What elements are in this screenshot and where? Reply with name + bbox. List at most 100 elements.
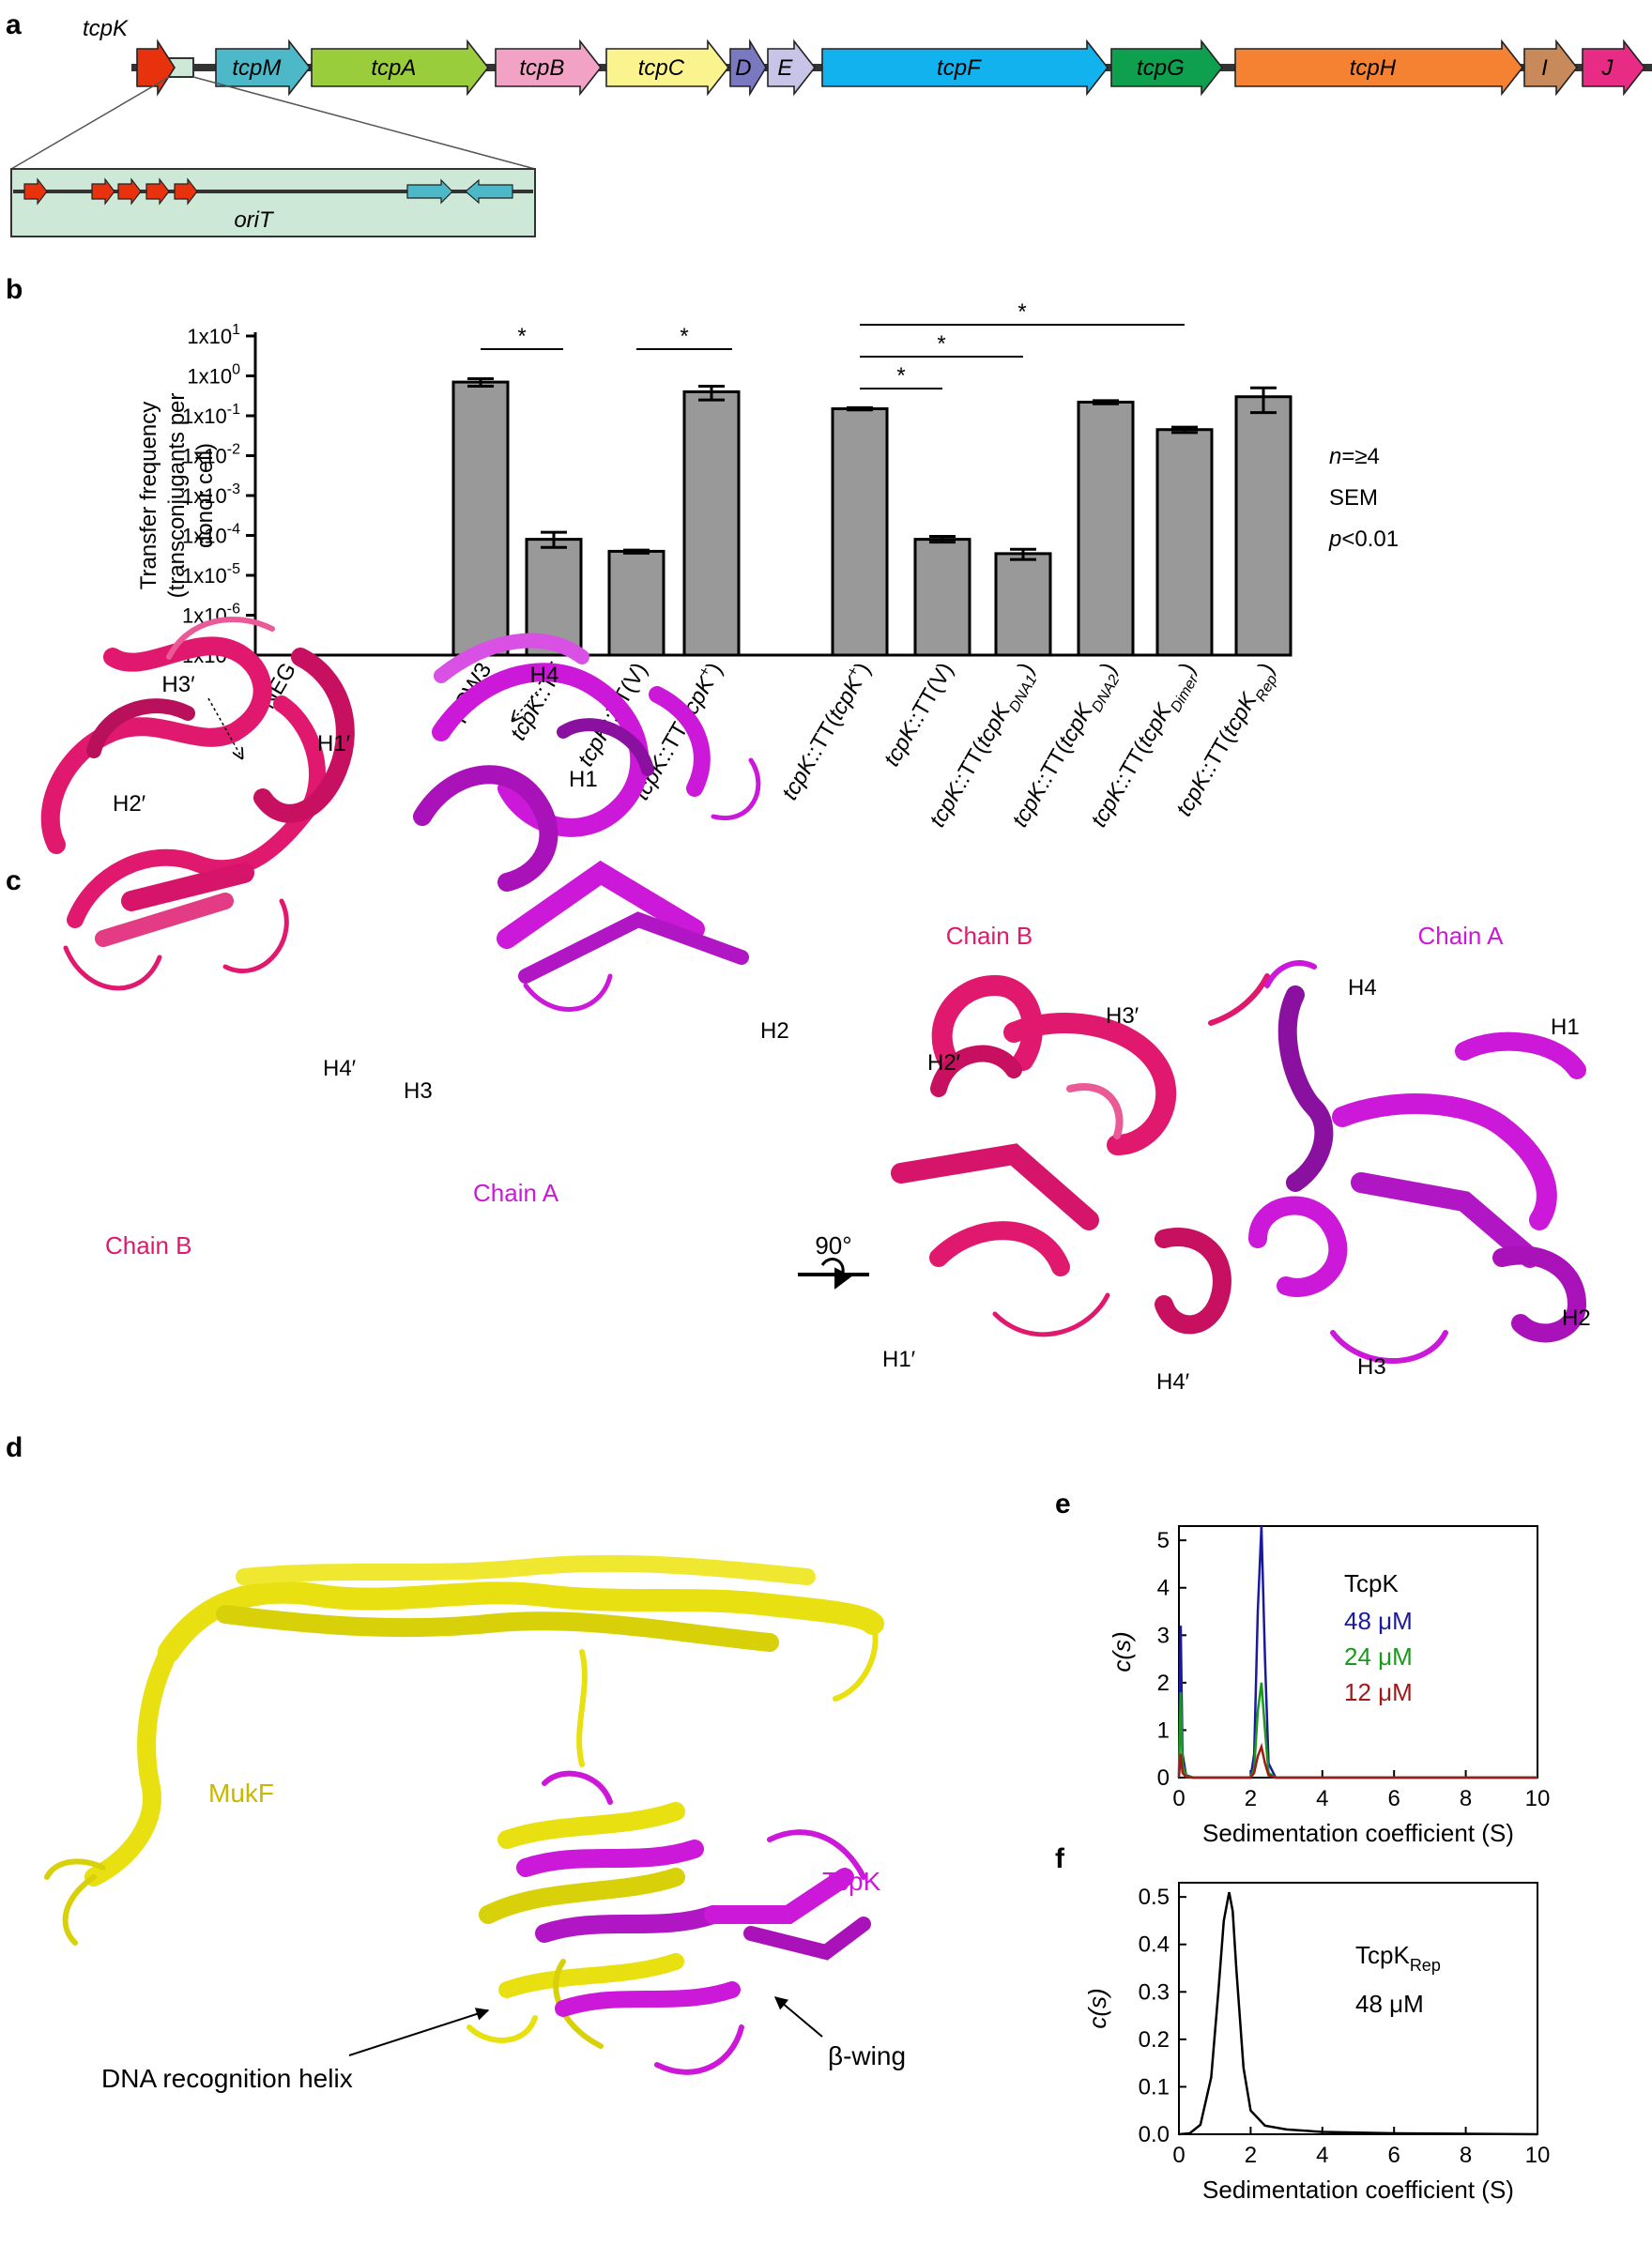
xtick-label: 8: [1460, 2143, 1472, 2168]
legend-title: TcpKRep: [1355, 1941, 1441, 1975]
b-bar: [1234, 395, 1293, 657]
gene-arrow-tcpb: [495, 38, 603, 97]
gene-arrow-i: [1523, 38, 1579, 97]
b-bar: [451, 380, 510, 657]
label-h2prime-left: H2′: [113, 791, 146, 817]
xtick-label: 6: [1388, 2143, 1400, 2168]
sedimentation-chart-tcpk: 0 2 4 6 8 10 0 1 2 3 4 5 Sedimentation coefficient (…: [1108, 1525, 1550, 1847]
legend-entry: 24 μM: [1344, 1642, 1413, 1671]
legend-entry: 48 μM: [1344, 1607, 1413, 1635]
arrow-dna-helix: [348, 2008, 490, 2056]
b-ytick-label: 1x10-3: [182, 481, 240, 508]
b-sig-star: *: [517, 324, 526, 349]
label-chain-b-left: Chain B: [105, 1231, 192, 1260]
legend-title: TcpK: [1344, 1569, 1399, 1597]
panel-label-e: e: [1055, 1489, 1071, 1520]
xaxis-label: Sedimentation coefficient (S): [1202, 2176, 1514, 2204]
b-ylabel: Transfer frequency: [136, 402, 161, 590]
orit-inset: [10, 168, 536, 237]
tcpk-ribbon: [516, 1770, 871, 2075]
b-bar: [682, 389, 741, 657]
label-h1-left: H1: [569, 767, 598, 792]
arrow-h4: [512, 691, 538, 721]
b-ytick-label: 1x10-5: [182, 561, 240, 588]
gene-arrow-tcpg: [1110, 38, 1224, 97]
xtick-label: 10: [1525, 2143, 1551, 2168]
b-ytick-label: 1x101: [187, 322, 240, 348]
label-dna-recognition-helix: DNA recognition helix: [101, 2064, 353, 2093]
xaxis-label: Sedimentation coefficient (S): [1202, 1819, 1514, 1847]
gene-arrow-tcpc: [605, 38, 730, 97]
label-h1prime-left: H1′: [317, 731, 351, 756]
ytick-label: 4: [1157, 1576, 1170, 1601]
b-xtick-label: tcpK::TT(V): [879, 659, 958, 771]
gene-label-tcpk: tcpK: [83, 16, 129, 41]
b-annotation: n=≥4: [1329, 444, 1380, 469]
chain-a-ribbon-right: [1248, 960, 1587, 1364]
ytick-label: 0.3: [1139, 1979, 1170, 2005]
b-sig-star: *: [680, 324, 688, 349]
xtick-label: 2: [1245, 1786, 1257, 1811]
gene-label-tcpb: tcpB: [519, 55, 564, 81]
gene-label-tcpc: tcpC: [638, 55, 685, 81]
label-h4-left: H4: [530, 663, 559, 688]
arrow-beta-wing: [773, 1996, 823, 2038]
panel-label-c: c: [6, 865, 22, 896]
xtick-label: 4: [1316, 2143, 1328, 2168]
label-chain-a-right: Chain A: [1417, 922, 1504, 950]
b-xtick-label: tcpK::TT(tcpK+): [775, 658, 876, 805]
xtick-label: 8: [1460, 1786, 1472, 1811]
xtick-label: 2: [1245, 2143, 1257, 2168]
label-h2-right: H2: [1562, 1306, 1591, 1331]
b-ytick-label: 1x10-1: [182, 402, 240, 428]
ytick-label: 2: [1157, 1671, 1170, 1696]
b-annotation: SEM: [1329, 485, 1378, 511]
arrow-h3prime: [207, 697, 242, 758]
ytick-label: 0.4: [1139, 1932, 1170, 1958]
b-sig-star: *: [937, 331, 945, 357]
gene-label-tcph: tcpH: [1350, 55, 1397, 81]
gene-label-e: E: [777, 55, 793, 81]
orit-label: oriT: [234, 207, 275, 233]
b-bar: [1077, 400, 1135, 657]
b-ytick-label: 1x10-2: [182, 442, 240, 468]
gene-arrow-tcpf: [821, 38, 1109, 97]
label-h2prime-right: H2′: [927, 1050, 961, 1076]
zoom-line-left: [10, 76, 170, 170]
xtick-label: 0: [1172, 2143, 1185, 2168]
label-h3prime-left: H3′: [161, 672, 195, 697]
ytick-label: 0.2: [1139, 2027, 1170, 2053]
gene-label-j: J: [1600, 55, 1614, 81]
label-h1prime-right: H1′: [882, 1347, 916, 1372]
gene-label-tcpm: tcpM: [232, 55, 281, 81]
ytick-label: 0.1: [1139, 2074, 1170, 2100]
label-h1-right: H1: [1551, 1015, 1580, 1040]
rotation-arrow-icon: [820, 1258, 852, 1290]
b-sig-star: *: [1017, 299, 1026, 325]
xtick-label: 0: [1172, 1786, 1185, 1811]
legend-entry: 12 μM: [1344, 1678, 1413, 1706]
chain-b-ribbon-right: [891, 973, 1270, 1337]
tcpk-dimer-structure: H3′ H4 H1′ H2′ H1 H2 H3 H4′ Chain B Chai…: [40, 617, 1591, 1395]
sedimentation-chart-tcpkrep: 0 2 4 6 8 10 0.0 0.1 0.2 0.3 0.4 0.5 Sedimentation c…: [1083, 1882, 1551, 2204]
label-h3-right: H3: [1357, 1354, 1386, 1380]
gene-arrow-tcph: [1234, 38, 1524, 97]
gene-arrow-e: [767, 38, 817, 97]
label-beta-wing: β-wing: [828, 2041, 906, 2070]
label-h4-right: H4: [1348, 975, 1377, 1000]
label-h3prime-right: H3′: [1106, 1003, 1140, 1029]
mukf-tcpk-overlay: MukF TcpK DNA recognition helix β-wing: [44, 1554, 906, 2093]
gene-label-tcpf: tcpF: [937, 55, 982, 81]
label-h3-left: H3: [404, 1078, 433, 1104]
ytick-label: 3: [1157, 1623, 1170, 1648]
label-mukf: MukF: [208, 1779, 274, 1808]
b-bar: [994, 552, 1052, 657]
label-chain-b-right: Chain B: [946, 922, 1033, 950]
yaxis-label: c(s): [1083, 1988, 1111, 2028]
xtick-label: 4: [1316, 1786, 1328, 1811]
b-ylabel: donor cell): [192, 443, 218, 548]
b-ylabel: (transconjugants per: [164, 393, 190, 599]
orit-repeats: [23, 177, 513, 206]
b-bar: [831, 407, 889, 657]
rotation-label: 90°: [815, 1231, 851, 1260]
